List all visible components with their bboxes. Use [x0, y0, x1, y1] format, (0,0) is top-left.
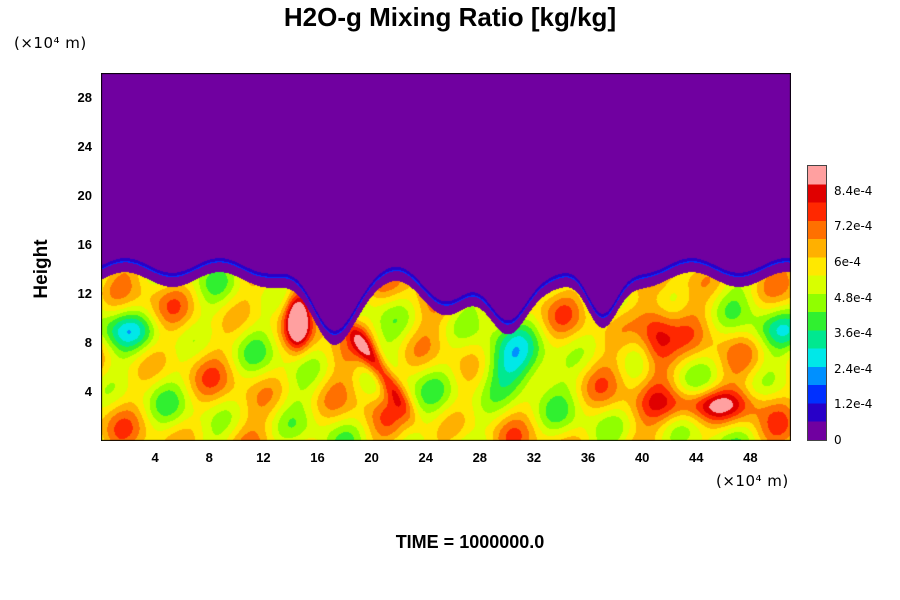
colorbar-tick-label: 4.8e-4	[834, 290, 873, 305]
x-tick-label: 36	[580, 450, 596, 465]
colorbar-tick-label: 6e-4	[834, 254, 861, 269]
colorbar-tick-label: 2.4e-4	[834, 361, 873, 376]
x-tick-label: 12	[256, 450, 271, 465]
time-label: TIME = 1000000.0	[395, 532, 545, 552]
colorbar-tick-label: 1.2e-4	[834, 397, 873, 412]
colorbar-tick-label: 0	[834, 433, 842, 447]
y-axis-label: Height	[31, 239, 52, 299]
colorbar-tick-label: 3.6e-4	[834, 326, 873, 341]
colorbar	[807, 165, 827, 441]
x-tick-label: 4	[151, 450, 159, 465]
x-tick-label: 48	[743, 450, 758, 465]
y-tick-label: 4	[84, 383, 92, 399]
y-tick-label: 20	[77, 187, 92, 203]
x-axis-unit: (×10⁴ m)	[716, 472, 789, 490]
y-tick-label: 12	[77, 285, 92, 301]
y-tick-label: 8	[84, 334, 92, 350]
x-tick-label: 40	[634, 450, 650, 465]
y-tick-label: 24	[77, 138, 92, 154]
colorbar-tick-label: 7.2e-4	[834, 219, 873, 234]
y-axis-unit: (×10⁴ m)	[14, 34, 87, 52]
chart-title: H2O-g Mixing Ratio [kg/kg]	[283, 2, 617, 32]
heatmap-field	[101, 73, 791, 441]
x-tick-label: 28	[472, 450, 488, 465]
y-tick-label: 28	[77, 89, 92, 105]
x-tick-label: 16	[310, 450, 325, 465]
x-tick-label: 8	[205, 450, 213, 465]
colorbar-tick-label: 8.4e-4	[834, 183, 873, 198]
x-tick-label: 32	[526, 450, 542, 465]
x-tick-label: 20	[364, 450, 379, 465]
x-tick-label: 24	[418, 450, 433, 465]
x-tick-label: 44	[689, 450, 704, 465]
y-tick-label: 16	[77, 236, 92, 252]
